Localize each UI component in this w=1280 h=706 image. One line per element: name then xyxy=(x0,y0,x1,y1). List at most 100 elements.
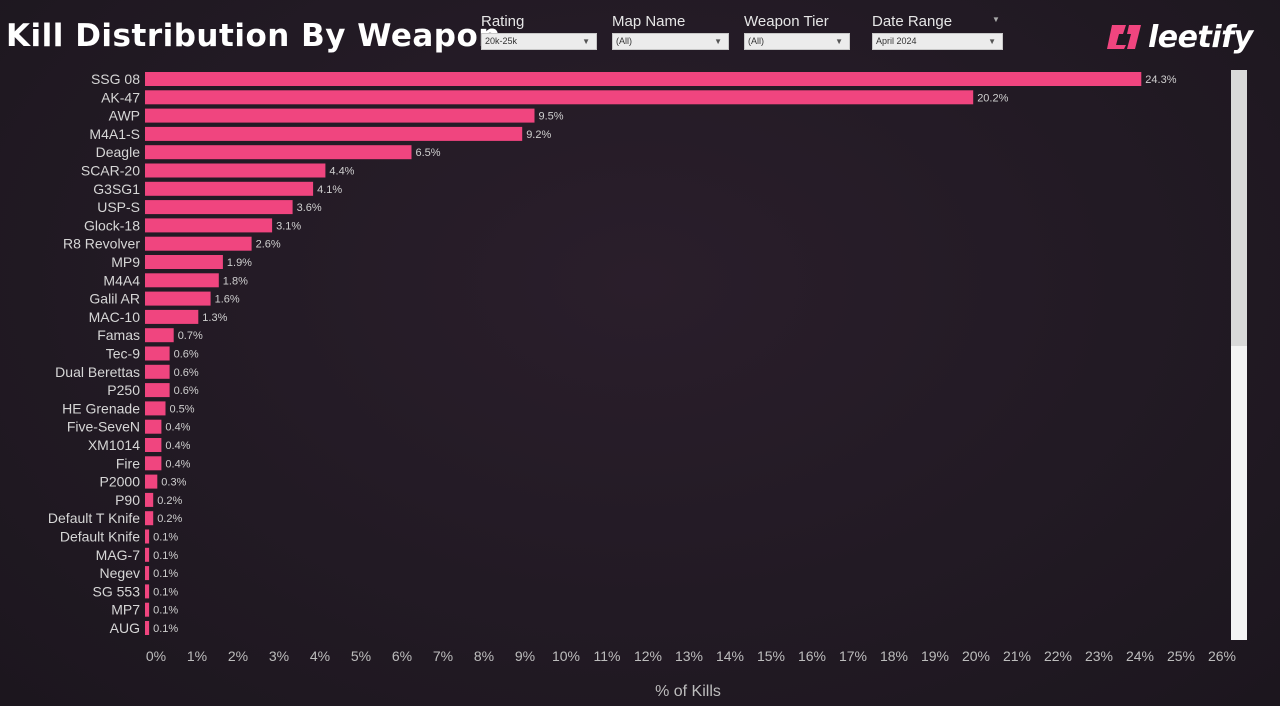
chevron-down-icon: ▼ xyxy=(988,37,996,46)
x-tick-label: 20% xyxy=(962,648,990,664)
bar xyxy=(145,145,412,160)
x-tick-label: 13% xyxy=(675,648,703,664)
bar xyxy=(145,346,170,361)
value-label: 4.1% xyxy=(317,184,342,196)
value-label: 0.4% xyxy=(165,440,190,452)
category-label: MAC-10 xyxy=(89,309,141,325)
value-label: 0.4% xyxy=(165,458,190,470)
x-tick-label: 1% xyxy=(187,648,207,664)
weapon-tier-select-value: (All) xyxy=(748,36,764,46)
map-name-select[interactable]: (All) ▼ xyxy=(612,33,729,50)
x-tick-label: 17% xyxy=(839,648,867,664)
value-label: 0.3% xyxy=(161,477,186,489)
rating-filter: Rating 20k-25k ▼ xyxy=(481,13,597,50)
x-tick-label: 21% xyxy=(1003,648,1031,664)
date-range-filter-label: Date Range xyxy=(872,13,953,30)
weapon-tier-select[interactable]: (All) ▼ xyxy=(744,33,850,50)
x-tick-label: 16% xyxy=(798,648,826,664)
bar xyxy=(145,492,154,507)
chevron-down-icon: ▼ xyxy=(714,37,722,46)
x-tick-label: 19% xyxy=(921,648,949,664)
category-label: SG 553 xyxy=(93,583,141,599)
value-label: 2.6% xyxy=(256,239,281,251)
category-label: Default T Knife xyxy=(48,510,140,526)
category-label: HE Grenade xyxy=(62,400,140,416)
value-label: 0.5% xyxy=(170,403,195,415)
category-label: Tec-9 xyxy=(106,346,140,362)
value-label: 0.1% xyxy=(153,550,178,562)
value-label: 0.1% xyxy=(153,605,178,617)
bar xyxy=(145,547,150,562)
date-range-select[interactable]: April 2024 ▼ xyxy=(872,33,1003,50)
value-label: 0.1% xyxy=(153,568,178,580)
category-label: Dual Berettas xyxy=(55,364,140,380)
value-label: 1.9% xyxy=(227,257,252,269)
category-label: SSG 08 xyxy=(91,71,140,87)
value-label: 4.4% xyxy=(329,166,354,178)
value-label: 1.8% xyxy=(223,275,248,287)
category-label: Famas xyxy=(97,327,140,343)
x-axis-label: % of Kills xyxy=(655,683,721,700)
value-label: 0.6% xyxy=(174,367,199,379)
x-tick-label: 7% xyxy=(433,648,453,664)
x-tick-label: 26% xyxy=(1208,648,1236,664)
x-tick-label: 11% xyxy=(594,648,621,664)
category-label: AWP xyxy=(109,108,140,124)
x-tick-label: 25% xyxy=(1167,648,1195,664)
bar xyxy=(145,126,523,141)
category-label: MP7 xyxy=(111,602,140,618)
x-tick-label: 3% xyxy=(269,648,289,664)
category-label: G3SG1 xyxy=(93,181,140,197)
chevron-down-icon: ▼ xyxy=(582,37,590,46)
map-name-filter: Map Name (All) ▼ xyxy=(612,13,729,50)
bar xyxy=(145,584,150,599)
bar xyxy=(145,72,1142,86)
x-tick-label: 15% xyxy=(757,648,785,664)
x-tick-label: 24% xyxy=(1126,648,1154,664)
category-label: P2000 xyxy=(100,474,141,490)
bar xyxy=(145,90,974,105)
category-label: R8 Revolver xyxy=(63,236,140,252)
value-label: 9.5% xyxy=(539,111,564,123)
category-label: P90 xyxy=(115,492,140,508)
x-tick-label: 4% xyxy=(310,648,330,664)
category-label: Negev xyxy=(100,565,140,581)
page-title: Kill Distribution By Weapon xyxy=(6,18,501,54)
chevron-down-icon: ▼ xyxy=(835,37,843,46)
category-label: M4A1-S xyxy=(89,126,140,142)
category-label: MP9 xyxy=(111,254,140,270)
x-tick-label: 23% xyxy=(1085,648,1113,664)
bar xyxy=(145,419,162,434)
value-label: 1.3% xyxy=(202,312,227,324)
category-label: AK-47 xyxy=(101,89,140,105)
bar xyxy=(145,236,252,251)
value-label: 0.6% xyxy=(174,349,199,361)
bar xyxy=(145,163,326,178)
category-label: Galil AR xyxy=(89,291,140,307)
category-label: XM1014 xyxy=(88,437,140,453)
bar xyxy=(145,309,199,324)
value-label: 20.2% xyxy=(977,92,1008,104)
x-tick-label: 6% xyxy=(392,648,412,664)
leetify-logo-icon xyxy=(1107,25,1141,49)
bar xyxy=(145,181,314,196)
scrollbar-thumb[interactable] xyxy=(1231,70,1247,346)
category-label: Default Knife xyxy=(60,529,140,545)
date-range-menu-icon[interactable]: ▼ xyxy=(992,15,1000,24)
rating-select[interactable]: 20k-25k ▼ xyxy=(481,33,597,50)
value-label: 0.1% xyxy=(153,623,178,635)
bar xyxy=(145,602,150,617)
bar xyxy=(145,291,211,306)
category-label: Glock-18 xyxy=(84,217,140,233)
category-label: Deagle xyxy=(96,144,141,160)
value-label: 0.6% xyxy=(174,385,199,397)
category-label: Five-SeveN xyxy=(67,419,140,435)
bar xyxy=(145,474,158,489)
value-label: 3.1% xyxy=(276,220,301,232)
value-label: 0.1% xyxy=(153,532,178,544)
weapon-tier-filter: Weapon Tier (All) ▼ xyxy=(744,13,850,50)
value-label: 0.1% xyxy=(153,586,178,598)
category-label: P250 xyxy=(107,382,140,398)
bar xyxy=(145,273,219,288)
